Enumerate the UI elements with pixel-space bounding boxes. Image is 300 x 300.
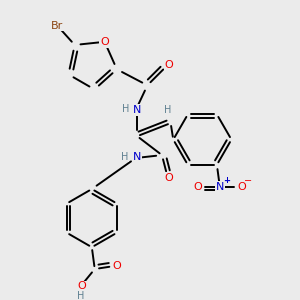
- Text: H: H: [122, 103, 129, 114]
- Text: O: O: [237, 182, 246, 192]
- Text: O: O: [165, 60, 174, 70]
- Text: H: H: [121, 152, 128, 162]
- Text: N: N: [216, 182, 224, 192]
- Text: O: O: [100, 37, 109, 47]
- Text: O: O: [164, 173, 173, 183]
- Text: N: N: [133, 105, 141, 115]
- Text: +: +: [223, 176, 230, 185]
- Text: H: H: [76, 291, 84, 300]
- Text: O: O: [77, 281, 86, 292]
- Text: Br: Br: [51, 20, 63, 31]
- Text: −: −: [244, 176, 252, 186]
- Text: O: O: [112, 261, 121, 271]
- Text: N: N: [133, 152, 141, 162]
- Text: H: H: [164, 105, 172, 115]
- Text: O: O: [194, 182, 202, 192]
